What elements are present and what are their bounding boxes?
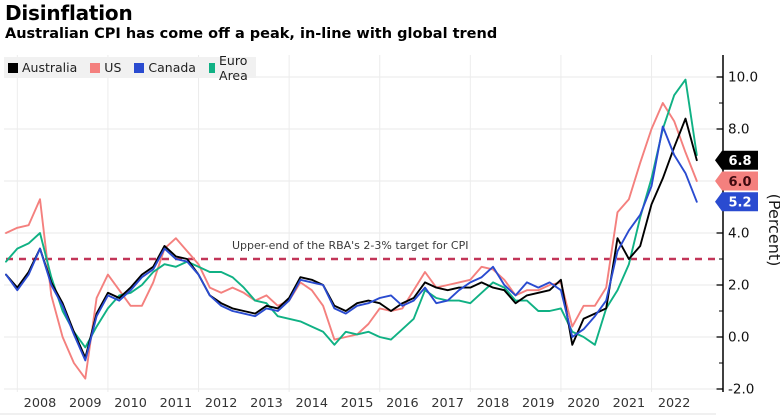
x-tick-label: 2013 bbox=[250, 396, 283, 411]
x-tick-label: 2018 bbox=[477, 396, 510, 411]
legend-item-australia: Australia bbox=[8, 60, 77, 75]
page-title: Disinflation bbox=[5, 1, 133, 25]
end-value-badge bbox=[715, 150, 758, 170]
x-tick-label: 2009 bbox=[69, 396, 102, 411]
euro-area-series-swatch-icon bbox=[208, 62, 216, 73]
end-value-badge-label: 6.0 bbox=[728, 175, 751, 190]
series-line-us bbox=[5, 102, 698, 380]
us-series-swatch-icon bbox=[90, 62, 101, 73]
series-line-euro-area bbox=[5, 78, 698, 349]
legend-item-us: US bbox=[90, 60, 121, 75]
x-tick-label: 2014 bbox=[295, 396, 328, 411]
x-tick-label: 2012 bbox=[205, 396, 238, 411]
legend-label: US bbox=[104, 60, 122, 75]
series-line-canada bbox=[5, 125, 698, 362]
x-tick-label: 2022 bbox=[658, 396, 691, 411]
y-tick-label: 0.0 bbox=[728, 330, 749, 346]
end-value-badge-label: 6.8 bbox=[728, 154, 751, 169]
y-tick-label: 4.0 bbox=[728, 226, 749, 242]
y-axis-title: (Percent) bbox=[765, 194, 780, 267]
y-tick-label: 10.0 bbox=[728, 70, 758, 86]
end-value-badge bbox=[715, 171, 758, 191]
x-tick-label: 2017 bbox=[431, 396, 464, 411]
rba-target-annotation: Upper-end of the RBA's 2-3% target for C… bbox=[232, 239, 468, 252]
x-tick-label: 2021 bbox=[613, 396, 646, 411]
legend-label: Canada bbox=[148, 60, 196, 75]
series-line-australia bbox=[5, 117, 698, 359]
x-tick-label: 2016 bbox=[386, 396, 419, 411]
x-tick-label: 2015 bbox=[341, 396, 374, 411]
chart-subtitle: Australian CPI has come off a peak, in-l… bbox=[5, 26, 498, 42]
x-tick-label: 2008 bbox=[24, 396, 57, 411]
legend-item-euro-area: Euro Area bbox=[208, 52, 256, 83]
canada-series-swatch-icon bbox=[134, 62, 145, 73]
x-tick-label: 2019 bbox=[522, 396, 555, 411]
legend-label: Australia bbox=[22, 60, 78, 75]
end-value-badge-label: 5.2 bbox=[728, 196, 751, 211]
end-value-badge bbox=[715, 192, 758, 212]
y-tick-label: 8.0 bbox=[728, 122, 749, 138]
legend-item-canada: Canada bbox=[134, 60, 196, 75]
legend-label: Euro Area bbox=[219, 52, 248, 83]
y-tick-label: -2.0 bbox=[728, 382, 754, 398]
x-tick-label: 2011 bbox=[160, 396, 193, 411]
chart-legend: Australia US Canada Euro Area bbox=[4, 53, 256, 83]
x-tick-label: 2010 bbox=[114, 396, 147, 411]
y-tick-label: 2.0 bbox=[728, 278, 749, 294]
australia-series-swatch-icon bbox=[8, 62, 18, 73]
x-tick-label: 2020 bbox=[567, 396, 600, 411]
